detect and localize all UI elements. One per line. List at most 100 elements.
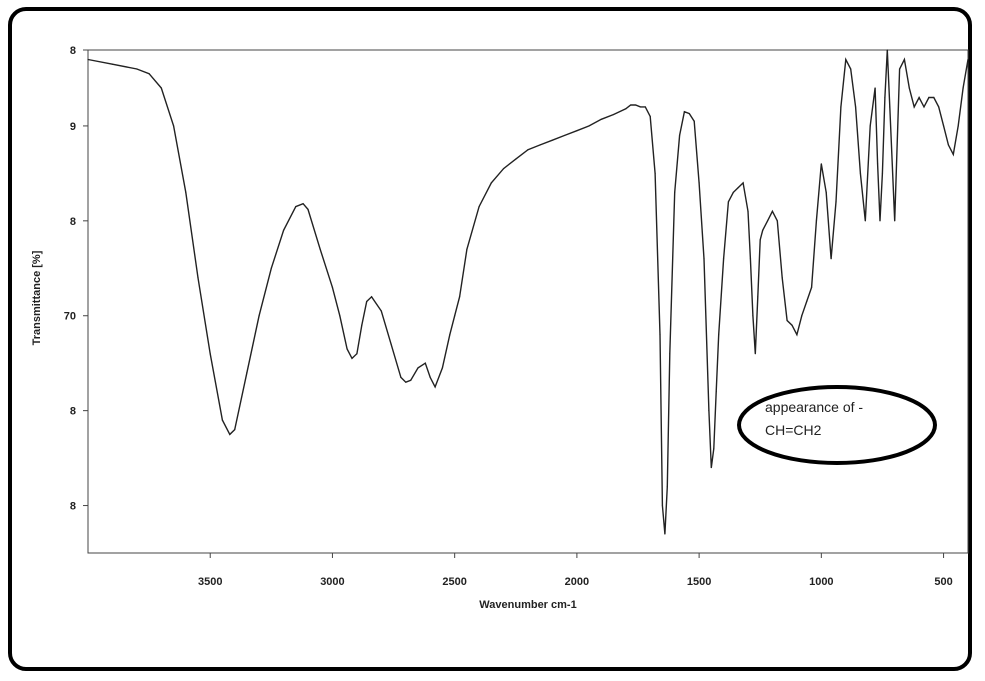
data-point [754, 353, 756, 355]
data-point [661, 504, 664, 507]
data-point [698, 182, 700, 184]
data-point [588, 125, 590, 127]
data-point [806, 300, 808, 303]
y-tick-label: 8 [70, 45, 76, 57]
data-point [612, 113, 615, 116]
data-point [625, 108, 627, 110]
data-point [666, 485, 668, 488]
data-point [466, 248, 468, 250]
data-point [967, 58, 969, 61]
x-tick-label: 1000 [809, 576, 833, 588]
data-point [331, 286, 334, 288]
data-point [786, 319, 788, 322]
data-point [776, 220, 778, 222]
data-point [678, 134, 681, 137]
data-point [886, 49, 888, 51]
data-point [576, 130, 578, 132]
y-tick-label: 9 [70, 121, 76, 133]
data-point [747, 210, 749, 212]
data-point [417, 367, 419, 369]
data-point [942, 125, 945, 127]
data-point [449, 334, 451, 336]
plot-area-border [87, 49, 969, 554]
data-point [441, 367, 444, 369]
series-points [87, 49, 969, 535]
data-point [246, 372, 248, 374]
data-point [649, 115, 651, 118]
data-point [229, 433, 231, 435]
data-point [933, 96, 935, 99]
data-point [894, 220, 896, 222]
data-point [400, 376, 402, 379]
data-point [366, 300, 368, 303]
data-point [713, 448, 715, 450]
data-point [762, 229, 764, 231]
data-point [654, 172, 656, 174]
y-tick-label: 8 [70, 216, 76, 228]
data-point [405, 381, 407, 383]
data-point [454, 315, 456, 317]
data-point [718, 334, 720, 336]
data-point [962, 87, 964, 89]
data-point [172, 125, 175, 127]
data-point [351, 357, 353, 360]
data-point [869, 125, 871, 127]
data-point [282, 229, 285, 231]
data-point [759, 239, 761, 241]
data-point [938, 106, 940, 108]
annotation-text-line2: CH=CH2 [765, 422, 822, 438]
data-point [913, 106, 915, 108]
data-point [715, 391, 717, 393]
data-point [148, 73, 150, 75]
data-point [881, 172, 884, 174]
data-point [874, 87, 876, 89]
data-point [209, 353, 211, 355]
data-point [295, 205, 297, 208]
data-point [757, 296, 759, 298]
data-point [884, 96, 886, 99]
data-point [708, 410, 710, 412]
data-point [749, 258, 752, 260]
y-tick-label: 8 [70, 406, 76, 418]
data-point [87, 58, 89, 61]
data-point [952, 153, 954, 155]
data-point [361, 324, 363, 326]
data-point [840, 106, 842, 108]
data-point [957, 125, 959, 127]
data-point [791, 324, 793, 326]
data-point [669, 353, 671, 355]
data-point [903, 58, 906, 61]
data-point [796, 334, 798, 336]
data-point [346, 348, 348, 350]
data-point [674, 191, 676, 193]
data-point [424, 362, 426, 364]
chart-frame [8, 7, 972, 671]
x-tick-label: 3000 [320, 576, 344, 588]
data-point [928, 96, 930, 99]
data-point [515, 158, 517, 160]
data-point [908, 87, 910, 89]
y-tick-label: 70 [64, 311, 76, 323]
data-point [136, 68, 138, 70]
data-point [864, 220, 866, 222]
data-point [410, 379, 412, 381]
data-point [722, 258, 725, 260]
data-point [258, 315, 260, 317]
data-point [634, 104, 637, 106]
data-point [380, 310, 382, 312]
data-point [727, 201, 730, 203]
data-point [307, 208, 309, 211]
data-point [752, 315, 754, 317]
y-tick-label: 8 [70, 501, 76, 513]
data-point [639, 106, 642, 108]
data-point [820, 163, 822, 165]
data-point [693, 120, 695, 122]
annotation-ellipse [737, 385, 937, 465]
data-point [947, 144, 950, 146]
x-axis-ticks: 3500 3000 2500 2000 1500 1000 500 [198, 553, 953, 588]
y-axis-ticks: 8 8 70 8 9 8 [64, 45, 88, 513]
data-point [742, 182, 744, 184]
data-point [356, 353, 358, 355]
data-point [859, 172, 862, 174]
